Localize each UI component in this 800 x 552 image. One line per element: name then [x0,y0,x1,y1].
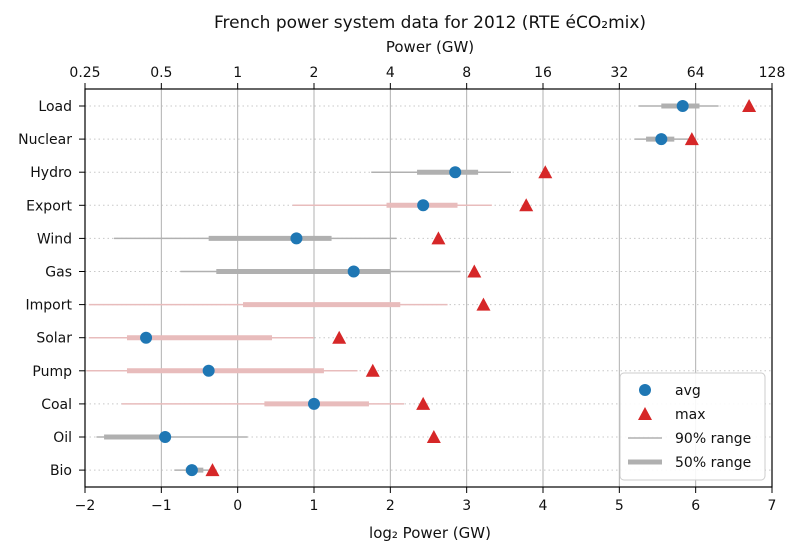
x2-tick-label: 128 [759,65,786,81]
x2-tick-label: 1 [233,65,242,81]
max-marker-pump [365,363,380,377]
category-label: Hydro [30,165,72,181]
x-tick-label: 6 [691,498,700,514]
x2-tick-label: 0.5 [150,65,172,81]
x2-tick-label: 8 [462,65,471,81]
bottom-axis-label: log₂ Power (GW) [369,524,491,542]
avg-point-wind [290,232,303,245]
ranges [86,103,719,473]
legend: avg max 90% range 50% range [619,372,766,481]
max-marker-nuclear [684,132,699,146]
max-marker-solar [332,330,347,344]
x-tick-label: 3 [462,498,471,514]
legend-label-r50: 50% range [675,455,751,471]
axes: Load Nuclear Hydro Export Wind Gas Import Solar… [18,65,785,514]
category-label: Wind [37,231,72,247]
x-tick-label: 2 [386,498,395,514]
x-tick-label: 0 [233,498,242,514]
x-tick-label: 5 [615,498,624,514]
x2-tick-label: 32 [610,65,628,81]
data-marks [140,99,757,477]
x2-tick-label: 0.25 [69,65,100,81]
x-tick-label: −1 [151,498,172,514]
category-label: Oil [53,430,72,446]
max-marker-export [519,198,534,212]
avg-point-pump [202,364,215,377]
category-label: Export [26,198,72,214]
legend-box [619,372,766,481]
category-label: Bio [50,463,72,479]
category-label: Import [26,298,73,314]
x2-tick-label: 4 [386,65,395,81]
chart-title: French power system data for 2012 (RTE é… [214,13,646,33]
x2-tick-label: 2 [310,65,319,81]
legend-max-symbol [638,407,652,420]
max-marker-import [476,297,491,311]
avg-point-bio [185,464,198,477]
avg-point-oil [159,431,172,443]
avg-point-solar [140,331,153,344]
plot-frame [84,88,773,488]
avg-point-nuclear [655,133,668,146]
x-tick-label: 4 [539,498,548,514]
avg-point-export [417,199,430,212]
category-label: Coal [41,397,72,413]
category-label: Nuclear [18,132,72,148]
max-marker-oil [426,430,441,443]
x-tick-label: 7 [768,498,777,514]
x-tick-label: 1 [310,498,319,514]
legend-label-r90: 90% range [675,431,751,447]
top-axis-label: Power (GW) [386,38,474,56]
x2-tick-label: 64 [687,65,705,81]
x2-tick-label: 16 [534,65,552,81]
avg-point-load [676,100,689,112]
category-label: Pump [32,364,72,380]
avg-point-hydro [449,166,462,179]
max-marker-coal [416,396,431,410]
max-marker-bio [205,463,220,477]
max-marker-gas [467,264,482,278]
max-marker-wind [431,231,446,245]
max-marker-hydro [538,165,553,179]
legend-avg-symbol [639,384,651,396]
max-marker-load [742,99,757,112]
category-label: Gas [45,265,72,281]
avg-point-coal [308,397,320,410]
x-tick-label: −2 [75,498,96,514]
legend-label-max: max [675,407,706,423]
category-label: Solar [36,331,72,347]
category-label: Load [38,99,72,115]
legend-label-avg: avg [675,383,701,399]
avg-point-gas [347,265,360,278]
